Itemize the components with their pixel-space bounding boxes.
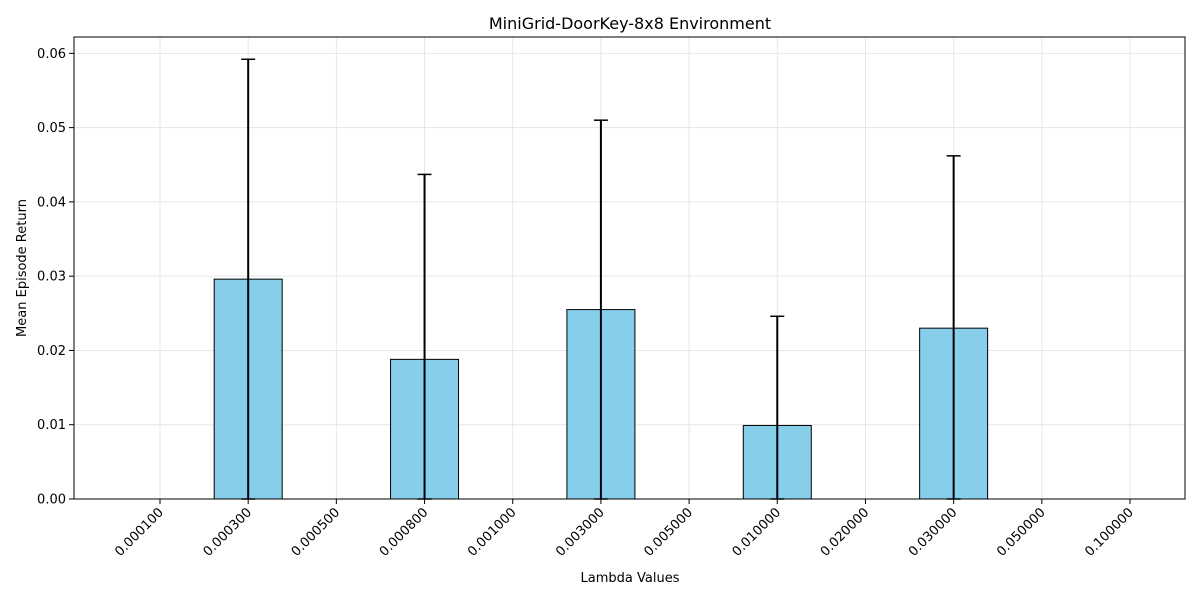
- plot-frame: [73, 36, 1186, 500]
- x-tick-label: 0.010000: [730, 505, 784, 559]
- error-bars: [241, 58, 961, 500]
- x-tick-label: 0.005000: [641, 505, 695, 559]
- x-tick-label: 0.001000: [465, 505, 519, 559]
- y-tick-label: 0.06: [37, 47, 66, 62]
- x-tick-label: 0.000100: [112, 505, 166, 559]
- y-tick-label: 0.03: [37, 270, 66, 285]
- chart-title: MiniGrid-DoorKey-8x8 Environment: [489, 14, 771, 33]
- y-tick-label: 0.01: [37, 418, 66, 433]
- x-tick-label: 0.000800: [377, 505, 431, 559]
- x-tick-label: 0.100000: [1082, 505, 1136, 559]
- x-axis-title: Lambda Values: [581, 571, 680, 586]
- x-axis: 0.000100 0.000300 0.000500 0.000800 0.001000…: [112, 499, 1137, 560]
- y-tick-label: 0.02: [37, 344, 66, 359]
- x-tick-label: 0.003000: [553, 505, 607, 559]
- y-tick-label: 0.00: [37, 493, 66, 508]
- y-axis: 0.00 0.01 0.02 0.03 0.04 0.05 0.06: [37, 47, 74, 508]
- x-tick-label: 0.000500: [289, 505, 343, 559]
- y-tick-label: 0.05: [37, 121, 66, 136]
- x-tick-label: 0.050000: [994, 505, 1048, 559]
- x-tick-label: 0.000300: [201, 505, 255, 559]
- y-tick-label: 0.04: [37, 195, 66, 210]
- x-tick-label: 0.020000: [818, 505, 872, 559]
- y-axis-title: Mean Episode Return: [15, 199, 30, 337]
- x-tick-label: 0.030000: [906, 505, 960, 559]
